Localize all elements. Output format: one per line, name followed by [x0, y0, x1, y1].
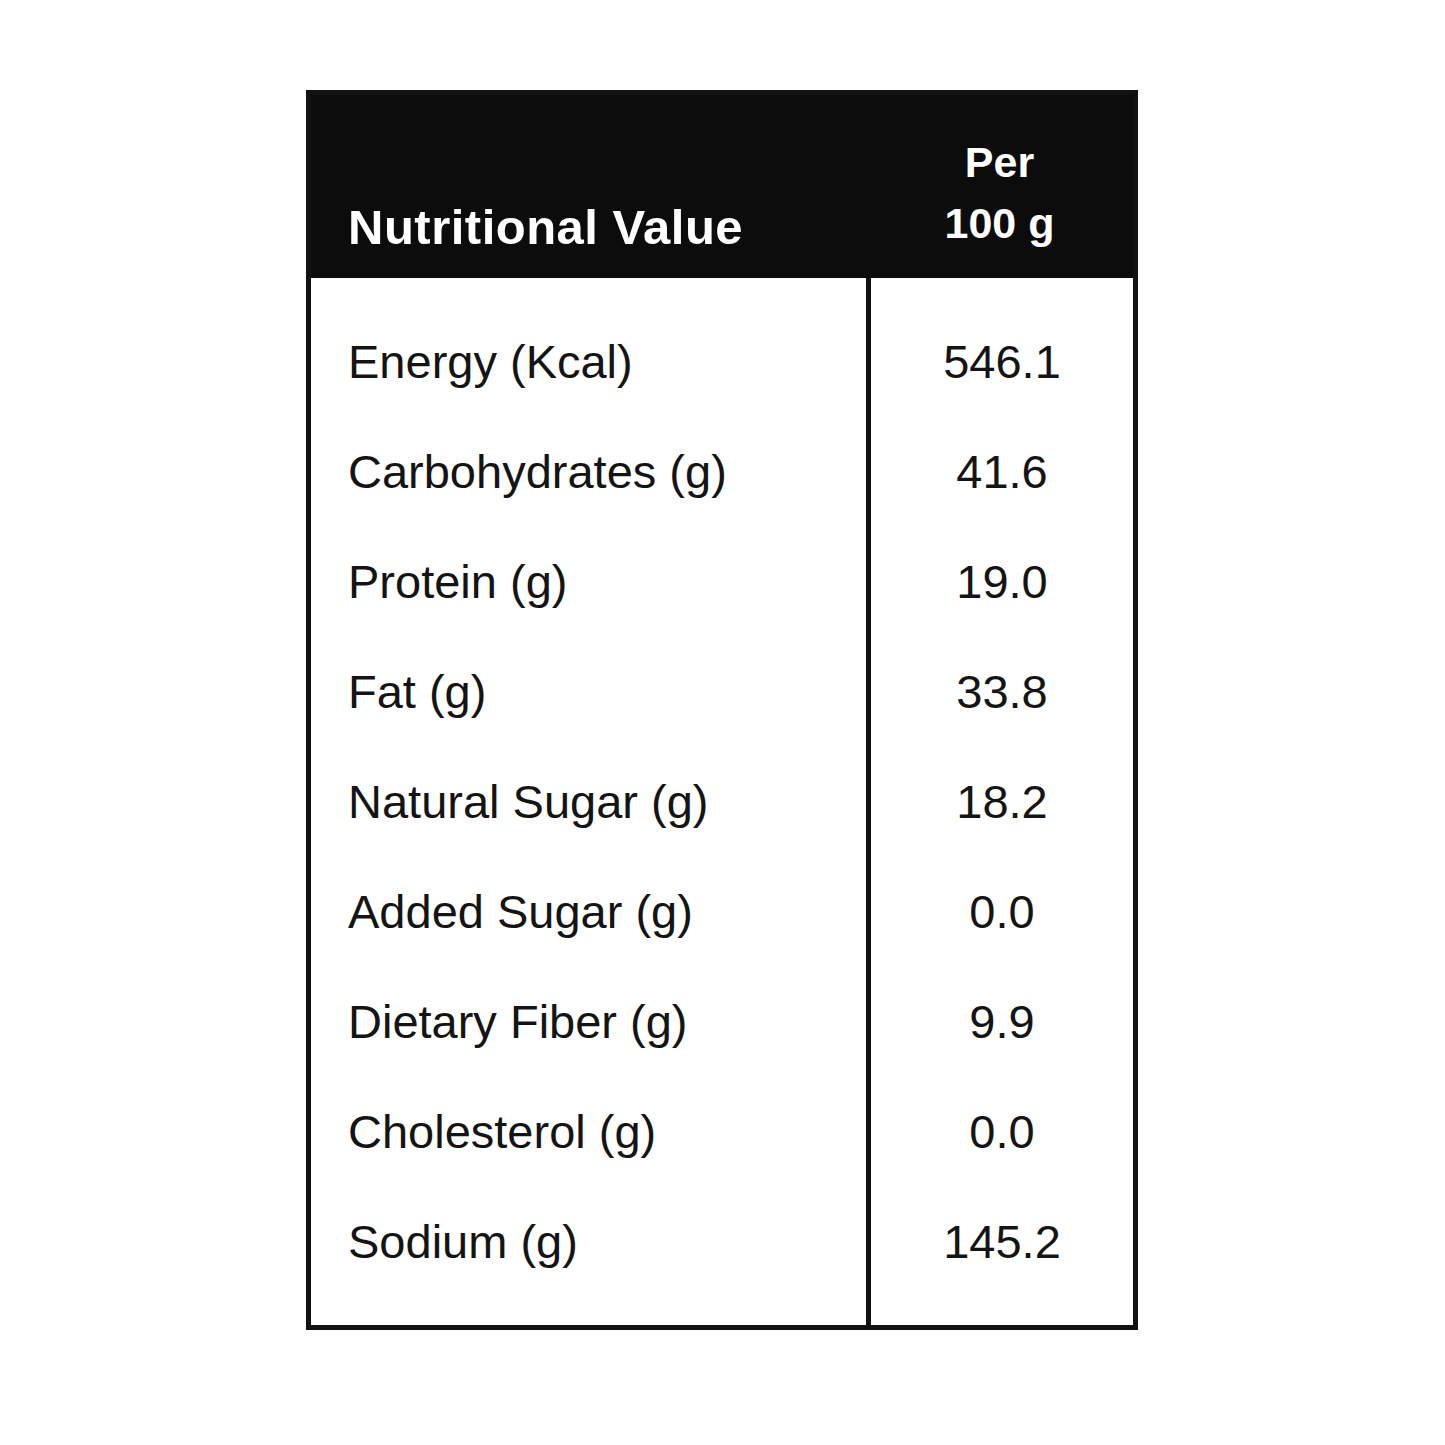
- nutrient-value: 19.0: [956, 555, 1047, 608]
- nutrient-value-cell: 9.9: [866, 998, 1133, 1045]
- page-background: Nutritional Value Per 100 g Energy (Kcal…: [0, 0, 1445, 1445]
- nutrient-label-cell: Added Sugar (g): [311, 888, 866, 935]
- column-divider: [866, 278, 871, 1325]
- nutrient-value: 33.8: [956, 665, 1047, 718]
- nutrient-value-cell: 0.0: [866, 888, 1133, 935]
- nutrient-value: 41.6: [956, 445, 1047, 498]
- table-row: Dietary Fiber (g) 9.9: [311, 966, 1133, 1076]
- nutrient-label-cell: Cholesterol (g): [311, 1108, 866, 1155]
- header-title-cell: Nutritional Value: [311, 95, 866, 278]
- per-column-header-line2: 100 g: [945, 193, 1055, 253]
- nutrient-value: 0.0: [969, 885, 1034, 938]
- per-column-header-line1: Per: [965, 132, 1034, 192]
- nutrient-label: Dietary Fiber (g): [348, 995, 688, 1048]
- table-row: Carbohydrates (g) 41.6: [311, 416, 1133, 526]
- table-row: Natural Sugar (g) 18.2: [311, 746, 1133, 856]
- nutrient-value: 546.1: [943, 335, 1061, 388]
- nutrient-value-cell: 546.1: [866, 338, 1133, 385]
- nutrient-value: 145.2: [943, 1215, 1061, 1268]
- nutrient-value-cell: 41.6: [866, 448, 1133, 495]
- nutrition-facts-table: Nutritional Value Per 100 g Energy (Kcal…: [306, 90, 1138, 1330]
- nutrient-label: Added Sugar (g): [348, 885, 693, 938]
- nutrient-label: Sodium (g): [348, 1215, 578, 1268]
- table-row: Added Sugar (g) 0.0: [311, 856, 1133, 966]
- table-row: Sodium (g) 145.2: [311, 1186, 1133, 1296]
- nutrient-value: 0.0: [969, 1105, 1034, 1158]
- nutrient-label: Natural Sugar (g): [348, 775, 709, 828]
- nutrient-value-cell: 0.0: [866, 1108, 1133, 1155]
- table-row: Protein (g) 19.0: [311, 526, 1133, 636]
- nutrient-value: 9.9: [969, 995, 1034, 1048]
- nutrient-value-cell: 19.0: [866, 558, 1133, 605]
- table-row: Cholesterol (g) 0.0: [311, 1076, 1133, 1186]
- header-per-100g-cell: Per 100 g: [866, 95, 1133, 278]
- table-row: Energy (Kcal) 546.1: [311, 306, 1133, 416]
- nutrient-label-cell: Sodium (g): [311, 1218, 866, 1265]
- nutrient-label: Carbohydrates (g): [348, 445, 727, 498]
- nutrient-label: Cholesterol (g): [348, 1105, 656, 1158]
- nutrient-value-cell: 18.2: [866, 778, 1133, 825]
- nutrient-label-cell: Energy (Kcal): [311, 338, 866, 385]
- nutrient-label-cell: Carbohydrates (g): [311, 448, 866, 495]
- nutrient-value-cell: 145.2: [866, 1218, 1133, 1265]
- nutrient-value-cell: 33.8: [866, 668, 1133, 715]
- nutrient-label-cell: Dietary Fiber (g): [311, 998, 866, 1045]
- nutrient-label: Protein (g): [348, 555, 567, 608]
- nutrient-value: 18.2: [956, 775, 1047, 828]
- nutrient-label-cell: Protein (g): [311, 558, 866, 605]
- nutrient-label-cell: Fat (g): [311, 668, 866, 715]
- table-body: Energy (Kcal) 546.1 Carbohydrates (g) 41…: [311, 278, 1133, 1325]
- nutrient-label-cell: Natural Sugar (g): [311, 778, 866, 825]
- table-title: Nutritional Value: [348, 203, 743, 252]
- nutrient-label: Energy (Kcal): [348, 335, 633, 388]
- nutrient-label: Fat (g): [348, 665, 486, 718]
- table-header-row: Nutritional Value Per 100 g: [311, 95, 1133, 278]
- table-row: Fat (g) 33.8: [311, 636, 1133, 746]
